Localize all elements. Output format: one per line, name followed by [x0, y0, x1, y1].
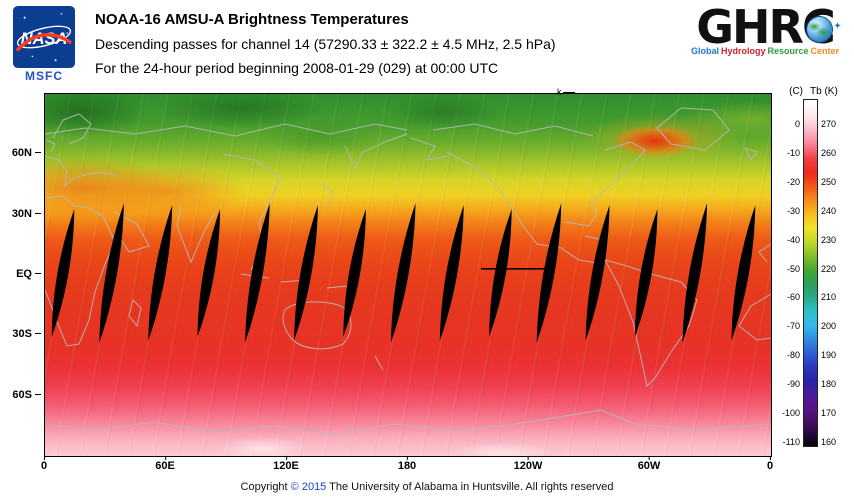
kelvin-tick-label: 270	[821, 119, 837, 129]
longitude-axis: 0 60E 120E 180 120W 60W 0	[40, 456, 774, 473]
kelvin-tick-label: 240	[821, 205, 837, 216]
orbital-gap	[682, 203, 708, 343]
channel-subtitle: Descending passes for channel 14 (57290.…	[95, 36, 556, 52]
colorbar-gradient	[803, 99, 818, 447]
celsius-tick-label: -80	[786, 350, 800, 361]
x-axis-label-4: 120W	[513, 456, 543, 472]
y-axis-label-30s: 30S	[12, 328, 41, 340]
latitude-axis: 60N 30N EQ 30S 60S	[0, 93, 42, 455]
y-axis-label-60s: 60S	[12, 389, 41, 401]
ghrc-tagline-word: Global	[690, 46, 719, 56]
y-axis-label-30n: 30N	[11, 208, 42, 220]
celsius-tick-label: -90	[786, 379, 800, 390]
ghrc-wordmark: GHRC ✦	[696, 2, 842, 52]
orbital-gap	[343, 208, 366, 338]
orbital-gap	[245, 203, 270, 343]
x-axis-label-1: 60E	[155, 456, 175, 472]
celsius-tick-label: -20	[786, 176, 800, 187]
orbital-gap	[148, 205, 173, 341]
kelvin-tick-label: 260	[821, 147, 837, 158]
ghrc-tagline-word: Resource	[767, 46, 809, 56]
x-axis-label-5: 60W	[637, 456, 661, 472]
orbital-gap-lenses	[51, 203, 756, 343]
kelvin-tick-label: 160	[821, 436, 837, 447]
orbital-gap	[439, 205, 464, 341]
kelvin-tick-label: 190	[821, 350, 837, 361]
kelvin-tick-label: 180	[821, 379, 837, 390]
y-axis-label-60n: 60N	[11, 147, 42, 159]
x-axis-label-0: 0	[40, 456, 48, 472]
nasa-logo-block: NASA MSFC	[12, 6, 76, 83]
orbital-gap	[634, 208, 658, 338]
colorbar-kelvin-labels: 270 260 250 240 230 220 210 200 190 180 170 160	[818, 99, 840, 447]
orbital-gap	[536, 203, 562, 343]
kelvin-tick-label: 170	[821, 408, 837, 419]
ghrc-tagline-word: Hydrology	[720, 46, 766, 56]
x-axis-label-3: 180	[397, 456, 417, 472]
copyright-prefix: Copyright	[240, 481, 288, 493]
ghrc-star-icon: ✦	[833, 21, 842, 32]
kelvin-tick-label: 230	[821, 234, 837, 245]
orbital-gap	[585, 205, 610, 341]
y-axis-label-eq: EQ	[16, 268, 41, 280]
kelvin-tick-label: 220	[821, 263, 837, 274]
celsius-tick-label: -110	[782, 436, 800, 447]
x-axis-label-6: 0	[766, 456, 774, 472]
orbital-gap	[294, 205, 318, 341]
copyright-text: The University of Alabama in Huntsville.…	[329, 481, 614, 493]
kelvin-tick-label: 250	[821, 176, 837, 187]
orbital-gap	[390, 203, 416, 343]
colorbar-unit-celsius: (C)	[789, 86, 803, 97]
ghrc-tagline: Global Hydrology Resource Center	[680, 46, 850, 56]
orbital-gap	[731, 205, 756, 341]
data-artifact-line	[481, 268, 545, 270]
nasa-logo: NASA	[13, 6, 75, 68]
orbital-gap	[99, 203, 124, 343]
msfc-label: MSFC	[25, 69, 63, 83]
ghrc-tagline-word: Center	[810, 46, 840, 56]
ghrc-logo: GHRC ✦ Global Hydrology Resource Center	[680, 2, 850, 56]
celsius-tick-label: -40	[786, 234, 800, 245]
colorbar-headers: (C) Tb (K)	[779, 86, 840, 97]
globe-icon	[806, 17, 832, 42]
orbital-gap	[51, 208, 75, 338]
copyright-year: © 2015	[290, 481, 327, 493]
celsius-tick-label: 0	[794, 119, 800, 129]
colorbar-celsius-labels: 0 -10 -20 -30 -40 -50 -60 -70 -80 -90 -100 -110	[779, 99, 803, 447]
colorbar: (C) Tb (K) 0 -10 -20 -30 -40 -50 -60 -70 -80 -90 -…	[779, 86, 840, 447]
celsius-tick-label: -70	[786, 321, 800, 332]
celsius-tick-label: -10	[786, 147, 800, 158]
colorbar-unit-kelvin: Tb (K)	[810, 86, 838, 97]
celsius-tick-label: -60	[786, 292, 800, 303]
celsius-tick-label: -30	[786, 205, 800, 216]
celsius-tick-label: -100	[781, 408, 800, 419]
page-title: NOAA-16 AMSU-A Brightness Temperatures	[95, 11, 409, 28]
celsius-tick-label: -50	[786, 263, 800, 274]
period-line: For the 24-hour period beginning 2008-01…	[95, 60, 499, 76]
x-axis-label-2: 120E	[273, 456, 299, 472]
kelvin-tick-label: 210	[821, 292, 837, 303]
title-block: NOAA-16 AMSU-A Brightness Temperatures D…	[95, 8, 556, 80]
map-annotation: k	[557, 87, 575, 97]
kelvin-tick-label: 200	[821, 321, 837, 332]
nasa-swoosh-icon	[15, 33, 73, 52]
brightness-temperature-map: k	[44, 87, 772, 457]
copyright-footer: Copyright © 2015 The University of Alaba…	[0, 481, 854, 493]
orbital-gap	[197, 208, 221, 338]
orbital-gap	[489, 208, 512, 338]
